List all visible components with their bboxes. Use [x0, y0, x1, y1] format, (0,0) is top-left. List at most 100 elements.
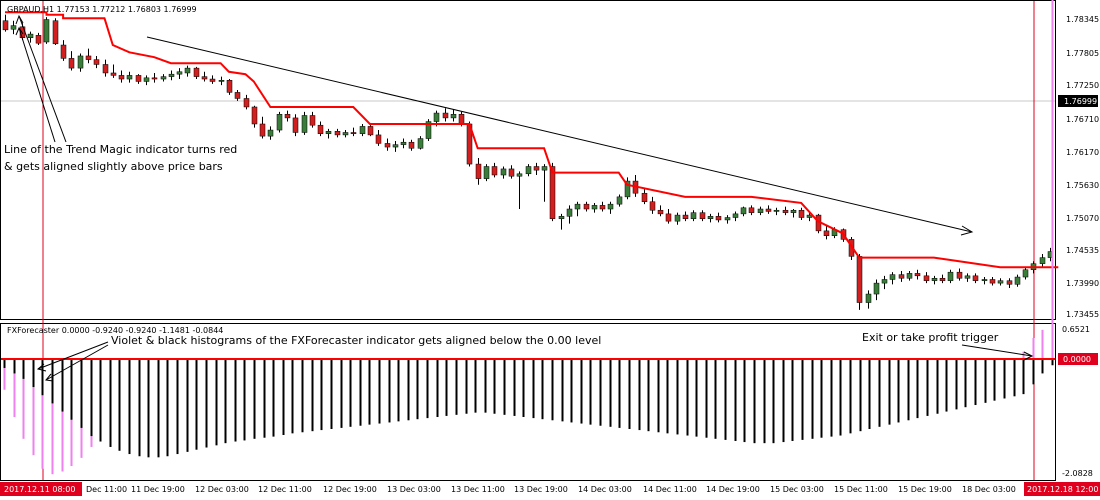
- candle-body-bear: [914, 273, 921, 277]
- candle-body-bull: [931, 278, 938, 281]
- candle-body-bull: [790, 209, 797, 213]
- candle-body-bull: [558, 216, 565, 219]
- candle-body-bear: [52, 20, 59, 45]
- annotation-line-1: Line of the Trend Magic indicator turns …: [4, 143, 237, 156]
- candle-body-bear: [68, 58, 75, 69]
- zero-level-tag: [1058, 353, 1098, 365]
- candle-body-bull: [10, 25, 17, 30]
- indicator-panel-frame: [0, 323, 1056, 481]
- candle-body-bull: [301, 115, 308, 133]
- candle-body-bull: [616, 196, 623, 205]
- annotation-arrow-1: [18, 15, 67, 143]
- candle-body-bear: [533, 166, 540, 171]
- candle-body-bear: [60, 44, 67, 59]
- candle-body-bull: [392, 144, 399, 148]
- zero-level-text: 0.0000: [1063, 355, 1091, 364]
- price-tick: 1.76710: [1066, 115, 1099, 124]
- candle-body-bear: [193, 67, 200, 77]
- candle-body-bull: [267, 129, 274, 137]
- candle-body-bear: [110, 72, 117, 76]
- candle-body-bear: [375, 134, 382, 144]
- candle-body-bear: [284, 114, 291, 119]
- candle-body-bull: [964, 275, 971, 279]
- candle-body-bull: [732, 213, 739, 218]
- price-tick: 1.75630: [1066, 181, 1099, 190]
- candle-body-bull: [757, 208, 764, 213]
- candle-body-bear: [334, 131, 341, 136]
- candle-body-bull: [184, 67, 191, 74]
- candle-body-bull: [1039, 257, 1046, 264]
- candle-body-bear: [682, 214, 689, 219]
- price-tick: 1.75070: [1066, 214, 1099, 223]
- candle-body-bear: [898, 274, 905, 279]
- candle-body-bull: [574, 203, 581, 210]
- candle-body-bull: [433, 112, 440, 122]
- candle-body-bull: [1022, 269, 1029, 278]
- time-badge-right: [1024, 482, 1100, 496]
- candle-body-bear: [583, 203, 590, 210]
- hist-arrow-2: [45, 344, 109, 381]
- candle-body-bull: [881, 279, 888, 284]
- candle-body-bull: [541, 166, 548, 171]
- candle-body-bear: [782, 209, 789, 213]
- candle-body-bull: [690, 212, 697, 219]
- candle-body-bull: [43, 19, 50, 43]
- candle-body-bear: [649, 201, 656, 211]
- indicator-y-bottom: -2.0828: [1062, 469, 1093, 478]
- hist-arrow-1: [37, 341, 109, 370]
- price-axis: 1.78345 1.77805 1.77250 1.76710 1.76170 …: [1066, 15, 1099, 319]
- candle-body-bear: [715, 216, 722, 221]
- candle-body-bear: [292, 117, 299, 133]
- candle-body-bear: [384, 143, 391, 148]
- candle-body-bull: [160, 76, 167, 80]
- trend-magic-line: [5, 11, 1059, 269]
- candle-body-bull: [27, 33, 34, 38]
- price-tick: 1.73990: [1066, 279, 1099, 288]
- candle-body-bear: [939, 278, 946, 281]
- candle-body-bear: [135, 75, 142, 82]
- trend-arrow-line: [146, 36, 973, 233]
- candle-body-bull: [889, 274, 896, 280]
- time-label: 12 Dec 03:00: [195, 485, 249, 494]
- candle-body-bear: [923, 275, 930, 281]
- candle-body-bull: [740, 207, 747, 215]
- candle-body-bear: [243, 98, 250, 108]
- time-badge-right-text: 2017.12.18 12:00: [1027, 485, 1098, 494]
- candle-body-bear: [599, 205, 606, 210]
- candle-body-bull: [276, 114, 283, 131]
- candle-body-bear: [151, 77, 158, 80]
- candle-body-bull: [176, 71, 183, 75]
- candle-body-bear: [317, 124, 324, 134]
- candle-body-bull: [218, 80, 225, 82]
- candle-body-bear: [251, 106, 258, 125]
- time-label: 15 Dec 11:00: [834, 485, 888, 494]
- candle-body-bear: [102, 64, 109, 74]
- candle-body-bear: [765, 208, 772, 212]
- hist-arrowhead-1: [36, 363, 47, 372]
- candle-body-bear: [408, 141, 415, 149]
- symbol-header: GBPAUD,H1 1.77153 1.77212 1.76803 1.7699…: [7, 5, 197, 14]
- candle-body-bull: [143, 77, 150, 82]
- price-tick: 1.73455: [1066, 310, 1099, 319]
- candle-body-bull: [342, 132, 349, 136]
- candle-body-bull: [359, 126, 366, 134]
- annotation-line-2: & gets aligned slightly above price bars: [4, 160, 223, 173]
- candle-body-bull: [325, 131, 332, 134]
- exit-arrowhead: [1023, 351, 1034, 361]
- time-label: Dec 11:00: [86, 485, 127, 494]
- candle-body-bull: [400, 141, 407, 145]
- price-tick: 1.78345: [1066, 15, 1099, 24]
- candle-body-bull: [873, 282, 880, 295]
- indicator-header: FXForecaster 0.0000 -0.9240 -0.9240 -1.1…: [7, 326, 223, 335]
- time-label: 12 Dec 11:00: [258, 485, 312, 494]
- candle-body-bear: [475, 163, 482, 179]
- candle-body-bull: [906, 273, 913, 279]
- candle-body-bull: [806, 214, 813, 218]
- price-tick: 1.77250: [1066, 81, 1099, 90]
- candle-body-bear: [309, 115, 316, 126]
- candle-body-bear: [226, 80, 233, 93]
- candle-body-bear: [209, 78, 216, 82]
- candle-body-bear: [1006, 280, 1013, 285]
- indicator-y-top: 0.6521: [1062, 325, 1090, 334]
- time-badge-left-text: 2017.12.11 08:00: [4, 485, 75, 494]
